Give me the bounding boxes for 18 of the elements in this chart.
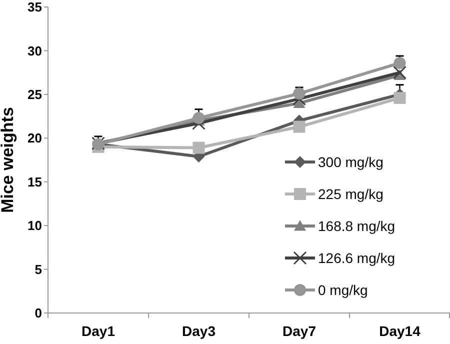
- legend-label: 225 mg/kg: [318, 186, 384, 202]
- y-tick-label: 5: [34, 262, 42, 277]
- y-tick-label: 30: [28, 43, 42, 58]
- y-tick-label: 20: [28, 130, 42, 146]
- legend-label: 0 mg/kg: [318, 282, 368, 298]
- legend-label: 300 mg/kg: [318, 154, 384, 170]
- legend-label: 126.6 mg/kg: [318, 250, 396, 266]
- y-tick-label: 35: [28, 0, 42, 15]
- x-tick-label: Day14: [379, 323, 421, 339]
- y-axis-title: Mice weights: [0, 107, 17, 213]
- legend-label: 168.8 mg/kg: [318, 218, 396, 234]
- y-tick-label: 25: [28, 86, 42, 102]
- x-tick-label: Day3: [182, 323, 216, 339]
- y-tick-label: 10: [28, 218, 42, 234]
- x-tick-label: Day1: [82, 323, 116, 339]
- y-tick-label: 15: [28, 174, 42, 190]
- y-tick-label: 0: [34, 306, 42, 321]
- x-tick-label: Day7: [282, 323, 316, 339]
